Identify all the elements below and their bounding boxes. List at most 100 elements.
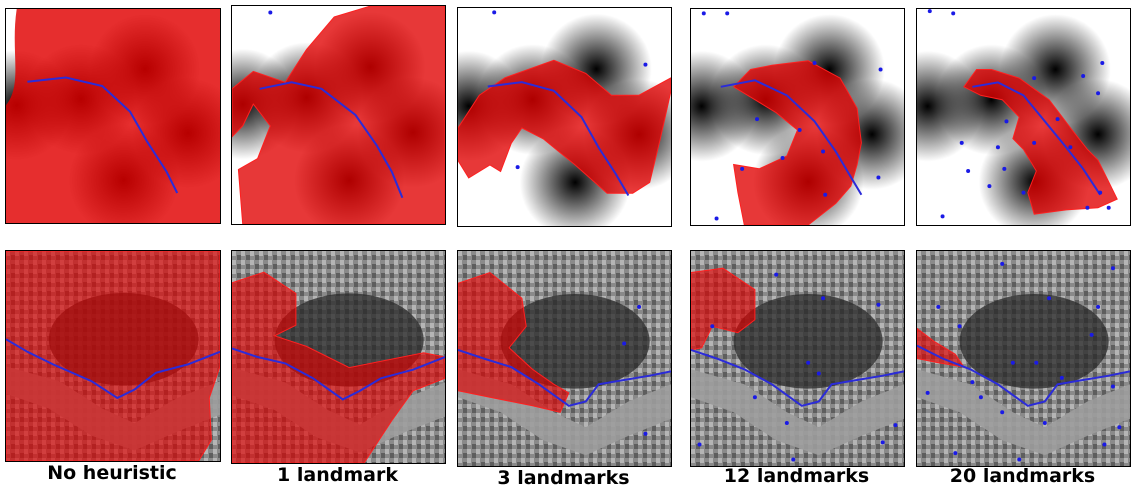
landmark-dot bbox=[622, 341, 627, 346]
column-caption: 3 landmarks bbox=[497, 467, 630, 489]
landmark-dot bbox=[806, 360, 811, 365]
landmark-dot bbox=[823, 192, 828, 197]
landmark-dot bbox=[876, 302, 881, 307]
landmark-dot bbox=[951, 11, 956, 16]
explored-region bbox=[6, 9, 220, 223]
landmark-dot bbox=[880, 440, 885, 445]
shortest-path bbox=[487, 81, 630, 197]
landmark-dot bbox=[774, 272, 779, 277]
landmark-dot bbox=[1042, 421, 1047, 425]
terrain-map-panel bbox=[916, 250, 1131, 467]
landmark-dot bbox=[1106, 205, 1111, 210]
synthetic-map-panel bbox=[457, 7, 672, 227]
synthetic-map-panel bbox=[231, 5, 446, 225]
landmark-dot bbox=[821, 296, 826, 301]
landmark-dot bbox=[492, 10, 497, 15]
landmark-dot bbox=[959, 140, 964, 145]
column-caption: No heuristic bbox=[47, 462, 177, 484]
landmark-dot bbox=[710, 324, 715, 329]
landmark-dot bbox=[1085, 205, 1090, 210]
landmark-dot bbox=[1089, 332, 1094, 337]
shortest-path bbox=[259, 81, 404, 199]
synthetic-map-panel bbox=[690, 8, 905, 226]
landmark-dot bbox=[714, 216, 719, 221]
terrain-map-panel bbox=[5, 250, 221, 462]
landmark-dot bbox=[1096, 91, 1101, 96]
shortest-path bbox=[458, 348, 671, 407]
explored-region bbox=[6, 251, 220, 461]
river bbox=[917, 369, 1130, 456]
landmark-dot bbox=[643, 62, 648, 67]
terrain-map-panel bbox=[690, 250, 905, 467]
landmark-dot bbox=[957, 324, 962, 329]
landmark-dot bbox=[1032, 76, 1037, 81]
column-caption: 20 landmarks bbox=[949, 465, 1096, 487]
landmark-dot bbox=[1004, 119, 1009, 124]
landmark-dot bbox=[1047, 296, 1052, 301]
explored-region bbox=[963, 69, 1118, 215]
synthetic-map-panel bbox=[5, 8, 221, 224]
landmark-dot bbox=[697, 442, 702, 447]
explored-region bbox=[232, 271, 445, 463]
landmark-dot bbox=[1055, 117, 1060, 122]
landmark-dot bbox=[784, 421, 789, 425]
landmark-dot bbox=[1010, 360, 1015, 365]
landmark-dot bbox=[725, 11, 730, 16]
explored-region bbox=[691, 267, 756, 351]
explored-region bbox=[458, 271, 570, 413]
synthetic-map-panel bbox=[916, 8, 1131, 226]
landmark-dot bbox=[878, 67, 883, 72]
landmark-dot bbox=[1098, 190, 1103, 195]
shortest-path bbox=[27, 76, 179, 194]
landmark-dot bbox=[927, 9, 932, 14]
column-caption: 1 landmark bbox=[277, 464, 398, 486]
explored-region bbox=[232, 6, 445, 224]
landmark-dot bbox=[821, 149, 826, 154]
landmark-dot bbox=[1059, 375, 1064, 380]
landmark-dot bbox=[1017, 457, 1022, 462]
landmark-dot bbox=[701, 11, 706, 16]
landmark-dot bbox=[893, 423, 898, 428]
shortest-path bbox=[917, 344, 1130, 407]
landmark-dot bbox=[1034, 360, 1039, 365]
landmark-dot bbox=[1096, 304, 1101, 309]
landmark-dot bbox=[1068, 145, 1073, 150]
landmark-dot bbox=[1000, 410, 1005, 415]
landmark-dot bbox=[1110, 266, 1115, 271]
shortest-path bbox=[720, 79, 863, 196]
explored-region bbox=[458, 59, 671, 194]
column-caption: 12 landmarks bbox=[723, 465, 870, 487]
landmark-dot bbox=[987, 184, 992, 189]
landmark-dot bbox=[797, 127, 802, 132]
landmark-dot bbox=[936, 304, 941, 309]
landmark-dot bbox=[1002, 166, 1007, 171]
landmark-dot bbox=[1102, 442, 1107, 447]
shortest-path bbox=[232, 347, 445, 401]
landmark-dot bbox=[816, 371, 821, 376]
terrain-map-panel bbox=[231, 250, 446, 464]
shortest-path bbox=[691, 348, 904, 407]
landmark-dot bbox=[1021, 190, 1026, 195]
river bbox=[691, 369, 904, 456]
obstacle-blob bbox=[691, 50, 758, 162]
landmark-dot bbox=[978, 395, 983, 400]
obstacle-blob bbox=[917, 50, 984, 162]
landmark-dot bbox=[1110, 384, 1115, 389]
landmark-dot bbox=[1000, 261, 1005, 266]
landmark-dot bbox=[637, 304, 642, 309]
landmark-dot bbox=[268, 10, 273, 15]
landmark-dot bbox=[966, 169, 971, 173]
landmark-dot bbox=[780, 156, 785, 161]
landmark-dot bbox=[740, 166, 745, 171]
landmark-dot bbox=[643, 431, 648, 436]
landmark-dot bbox=[995, 145, 1000, 150]
landmark-dot bbox=[953, 451, 958, 456]
landmark-dot bbox=[1032, 140, 1037, 145]
landmark-dot bbox=[925, 390, 930, 395]
landmark-dot bbox=[1100, 61, 1105, 65]
landmark-dot bbox=[940, 214, 945, 219]
landmark-dot bbox=[791, 457, 796, 462]
landmark-dot bbox=[755, 117, 760, 122]
terrain-map-panel bbox=[457, 250, 672, 467]
landmark-dot bbox=[970, 380, 975, 385]
